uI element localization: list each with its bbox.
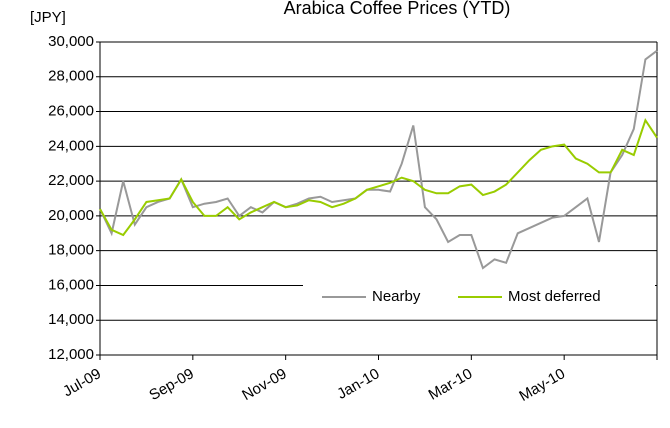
- legend-label: Most deferred: [508, 288, 601, 305]
- x-tick-label: Sep-09: [146, 365, 196, 404]
- y-axis-label: [JPY]: [30, 9, 66, 26]
- legend-label: Nearby: [372, 288, 421, 305]
- series-line: [99, 117, 658, 237]
- y-tick-label: 14,000: [48, 311, 94, 328]
- x-tick-label: Jul-09: [60, 365, 104, 400]
- y-tick-label: 20,000: [48, 207, 94, 224]
- y-tick-label: 28,000: [48, 68, 94, 85]
- series-line: [99, 49, 658, 270]
- y-tick-label: 26,000: [48, 103, 94, 120]
- x-tick-label: Mar-10: [426, 365, 476, 403]
- chart-title: Arabica Coffee Prices (YTD): [284, 0, 511, 18]
- y-tick-label: 12,000: [48, 346, 94, 363]
- x-tick-label: Nov-09: [239, 365, 289, 404]
- x-tick-label: Jan-10: [334, 365, 382, 403]
- y-tick-label: 16,000: [48, 276, 94, 293]
- y-tick-label: 22,000: [48, 172, 94, 189]
- y-tick-label: 24,000: [48, 137, 94, 154]
- y-tick-label: 30,000: [48, 33, 94, 50]
- y-tick-label: 18,000: [48, 242, 94, 259]
- x-tick-label: May-10: [516, 365, 568, 405]
